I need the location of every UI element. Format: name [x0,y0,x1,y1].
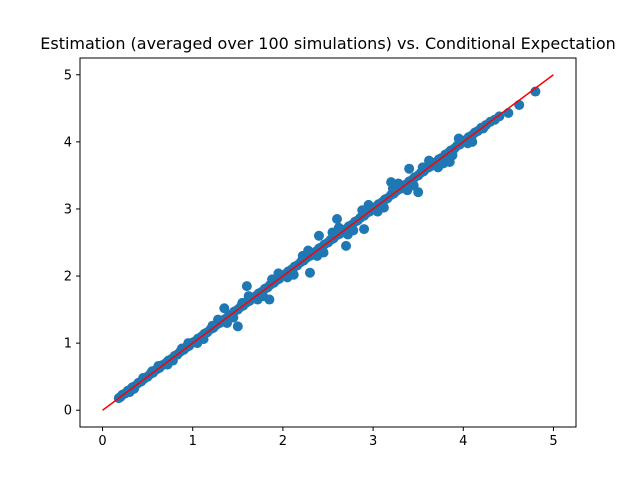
scatter-point [332,214,343,225]
y-tick-label: 1 [64,337,72,352]
scatter-point [530,86,541,97]
plot-area [102,74,554,411]
scatter-point [219,303,230,314]
y-tick-label: 3 [64,202,72,217]
scatter-point [462,138,473,149]
scatter-point [444,156,455,167]
axes-frame [79,57,577,428]
scatter-point [129,383,140,394]
scatter-point [232,321,243,332]
x-tick-label: 3 [369,434,377,449]
scatter-point [192,338,203,349]
scatter-point [147,366,158,377]
scatter-point [267,274,278,285]
x-tick-label: 4 [459,434,467,449]
x-tick-label: 5 [549,434,557,449]
scatter-point [514,99,525,110]
reference-line [102,74,554,411]
scatter-point [162,359,173,370]
chart-title: Estimation (averaged over 100 simulation… [40,34,616,53]
scatter-point [359,224,370,235]
scatter-point [453,133,464,144]
scatter-point [357,205,368,216]
scatter-point [138,373,149,384]
scatter-point [342,229,353,240]
x-tick-label: 2 [279,434,287,449]
scatter-point [372,206,383,217]
scatter-point [264,294,275,305]
y-tick-label: 0 [64,404,72,419]
scatter-point [404,163,415,174]
scatter-point [297,250,308,261]
x-tick-label: 0 [98,434,106,449]
scatter-point [327,227,338,238]
scatter-point [402,185,413,196]
scatter-point [341,240,352,251]
y-tick-label: 2 [64,270,72,285]
scatter-point [424,155,434,166]
scatter-point [386,177,397,188]
scatter-point [433,162,444,173]
scatter-point [312,250,323,261]
scatter-point [304,267,315,278]
scatter-point [417,162,428,173]
scatter-point [252,294,263,305]
scatter-point [237,297,248,308]
scatter-point [313,230,324,241]
scatter-point [243,291,254,302]
scatter-point [207,320,218,331]
scatter-point [413,187,424,198]
x-tick-label: 1 [189,434,197,449]
y-tick-label: 5 [64,68,72,83]
scatter-point [222,318,232,329]
scatter-point [241,281,252,292]
scatter-point [282,272,293,283]
scatter-point [176,343,187,354]
y-tick-label: 4 [64,135,72,150]
axes: 0 1 2 3 4 5 0 1 2 3 4 5 [64,57,577,449]
scatter-point [503,108,514,119]
scatter-point [273,268,284,279]
